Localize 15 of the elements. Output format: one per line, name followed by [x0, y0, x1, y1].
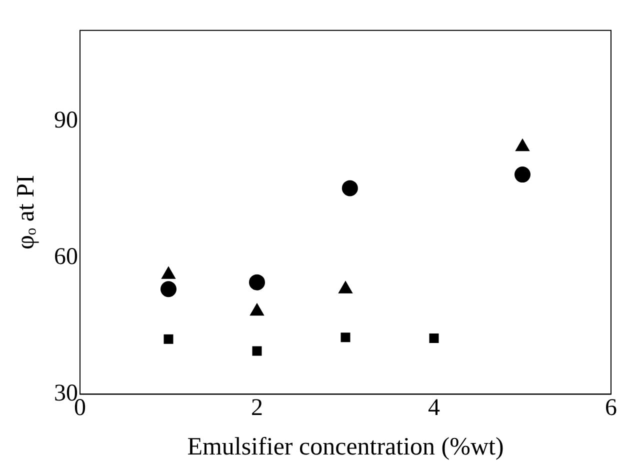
point [249, 274, 265, 290]
point [342, 180, 358, 196]
point [429, 334, 439, 344]
y-axis-title: φₒ at PI [12, 175, 40, 250]
point [514, 166, 530, 183]
point [340, 332, 350, 342]
y-tick-label: 60 [54, 244, 78, 270]
x-tick-label: 4 [428, 394, 440, 421]
point [164, 334, 174, 344]
x-tick-label: 2 [251, 394, 263, 421]
point [252, 346, 262, 356]
y-tick-label: 90 [54, 108, 78, 134]
x-axis-title: Emulsifier concentration (%wt) [187, 434, 504, 461]
x-tick-label: 6 [605, 394, 617, 421]
point [160, 281, 176, 298]
